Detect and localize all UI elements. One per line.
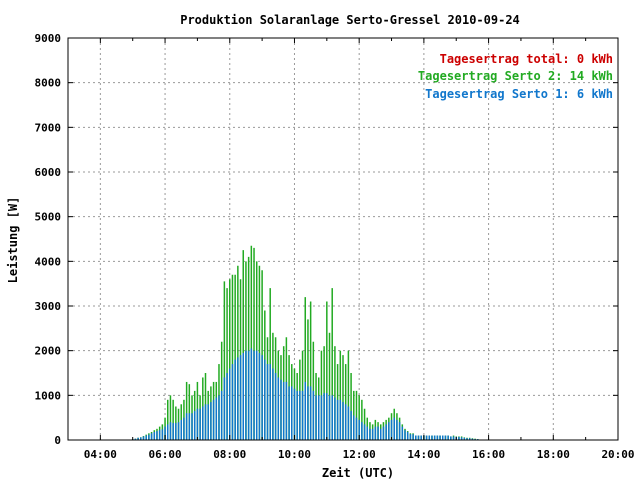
grid-lines	[68, 38, 618, 440]
x-tick-label: 04:00	[84, 448, 117, 461]
x-tick-label: 20:00	[601, 448, 634, 461]
ticks-group: 0 1000 2000 3000 4000 5000 6000 7000 8000 9000 04:…	[35, 32, 635, 461]
x-tick-label: 16:00	[472, 448, 505, 461]
y-tick-label: 0	[54, 434, 61, 447]
bars-group	[131, 245, 479, 440]
x-tick-label: 18:00	[537, 448, 570, 461]
x-tick-label: 14:00	[407, 448, 440, 461]
plot-frame	[67, 37, 619, 441]
legend-item-serto-1: Tagesertrag Serto 1: 6 kWh	[425, 87, 613, 101]
y-tick-label: 7000	[35, 121, 62, 134]
y-tick-label: 8000	[35, 77, 62, 90]
x-tick-label: 06:00	[148, 448, 181, 461]
y-tick-label: 4000	[35, 255, 62, 268]
y-tick-label: 6000	[35, 166, 62, 179]
y-tick-label: 5000	[35, 211, 62, 224]
y-tick-label: 2000	[35, 345, 62, 358]
legend-item-serto-2: Tagesertrag Serto 2: 14 kWh	[418, 69, 613, 83]
x-tick-label: 08:00	[213, 448, 246, 461]
x-axis-label: Zeit (UTC)	[322, 466, 394, 480]
x-tick-label: 12:00	[343, 448, 376, 461]
legend-item-total: Tagesertrag total: 0 kWh	[440, 52, 613, 66]
y-tick-label: 3000	[35, 300, 62, 313]
y-tick-label: 1000	[35, 389, 62, 402]
chart-title: Produktion Solaranlage Serto-Gressel 201…	[180, 13, 520, 27]
x-tick-label: 10:00	[278, 448, 311, 461]
legend: Tagesertrag total: 0 kWh Tagesertrag Ser…	[418, 52, 613, 101]
y-axis-label: Leistung [W]	[6, 197, 20, 284]
y-tick-label: 9000	[35, 32, 62, 45]
